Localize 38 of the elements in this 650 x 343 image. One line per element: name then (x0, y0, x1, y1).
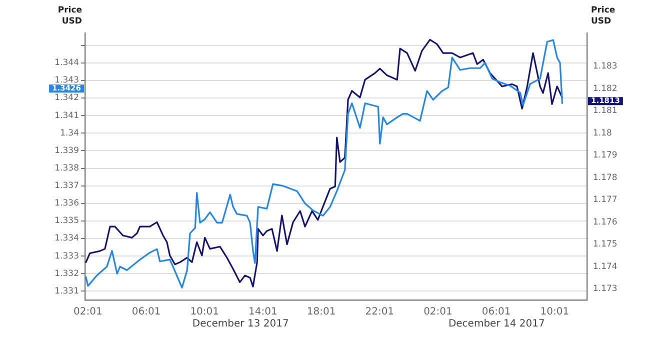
x-tick-label: 14:01 (248, 306, 278, 318)
y2-axis-title: Price USD (591, 5, 616, 26)
y-tick-label: 1.342 (54, 93, 79, 104)
y-tick-label: 1.343 (54, 76, 79, 86)
y2-tick-label: 1.173 (593, 284, 618, 294)
y2-tick-label: 1.181 (593, 106, 618, 116)
y-tick-label: 1.333 (54, 251, 79, 262)
x-tick-label: 10:01 (190, 306, 220, 318)
y-tick-label: 1.338 (54, 163, 79, 174)
y-tick-label: 1.337 (54, 181, 79, 192)
x-tick-label: 06:01 (132, 306, 161, 318)
y2-tick-label: 1.179 (593, 150, 618, 161)
y2-tick-label: 1.178 (593, 172, 618, 183)
x-tick-label: 02:01 (424, 306, 452, 318)
y2-tick-label: 1.18 (593, 128, 612, 138)
x-tick-label: 02:01 (74, 306, 102, 318)
y-tick-label: 1.332 (54, 268, 79, 279)
y-tick-label: 1.34 (60, 128, 79, 138)
y2-tick-label: 1.176 (593, 217, 618, 228)
y-tick-label: 1.335 (54, 216, 79, 226)
y-axis-title: Price USD (58, 5, 82, 26)
y-tick-label: 1.336 (54, 198, 79, 209)
y-tick-label: 1.341 (54, 110, 79, 121)
y-tick-label: 1.331 (54, 286, 79, 296)
y-tick-label: 1.344 (54, 58, 79, 68)
text: December 14 2017 (448, 318, 545, 330)
y-tick-label: 1.339 (54, 146, 79, 156)
y-tick-label: 1.334 (54, 234, 79, 244)
text: December 13 2017 (192, 318, 289, 330)
x-tick-label: 18:01 (306, 306, 336, 318)
x-tick-label: 06:01 (482, 306, 511, 318)
y2-tick-label: 1.182 (593, 84, 618, 94)
x-tick-label: 10:01 (540, 306, 570, 318)
y2-tick-label: 1.183 (593, 62, 618, 72)
x-tick-label: 22:01 (365, 306, 394, 318)
y2-tick-label: 1.174 (593, 262, 618, 272)
y2-tick-label: 1.177 (593, 195, 618, 206)
y2-tick-label: 1.175 (593, 240, 618, 250)
